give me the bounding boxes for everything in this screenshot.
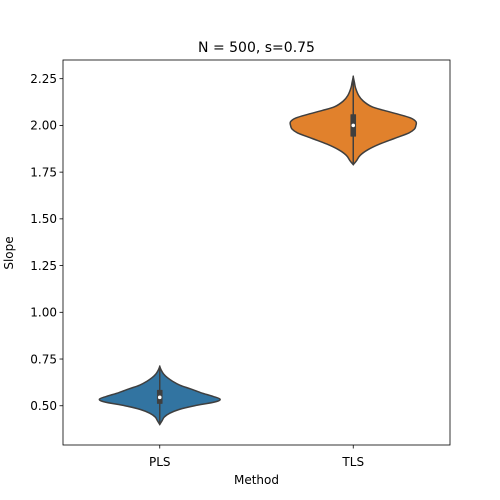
y-tick-label: 2.00 [30, 119, 57, 133]
x-tick-label-pls: PLS [149, 455, 171, 469]
y-tick-label: 2.25 [30, 72, 57, 86]
y-tick-label: 1.25 [30, 259, 57, 273]
y-tick-label: 1.00 [30, 306, 57, 320]
chart-title: N = 500, s=0.75 [198, 40, 315, 56]
y-axis-ticks: 0.50 0.75 1.00 1.25 1.50 1.75 2.00 2.25 [30, 72, 63, 413]
median-marker-pls [157, 395, 162, 400]
violin-layer [98, 75, 418, 426]
median-marker-tls [351, 123, 356, 128]
x-axis-label: Method [234, 473, 279, 487]
x-tick-label-tls: TLS [341, 455, 364, 469]
y-tick-label: 1.50 [30, 212, 57, 226]
y-tick-label: 0.50 [30, 399, 57, 413]
plot-frame [62, 59, 451, 446]
x-axis-ticks: PLS TLS [149, 445, 364, 469]
y-tick-label: 0.75 [30, 352, 57, 366]
y-tick-label: 1.75 [30, 165, 57, 179]
y-axis-label: Slope [2, 236, 16, 269]
